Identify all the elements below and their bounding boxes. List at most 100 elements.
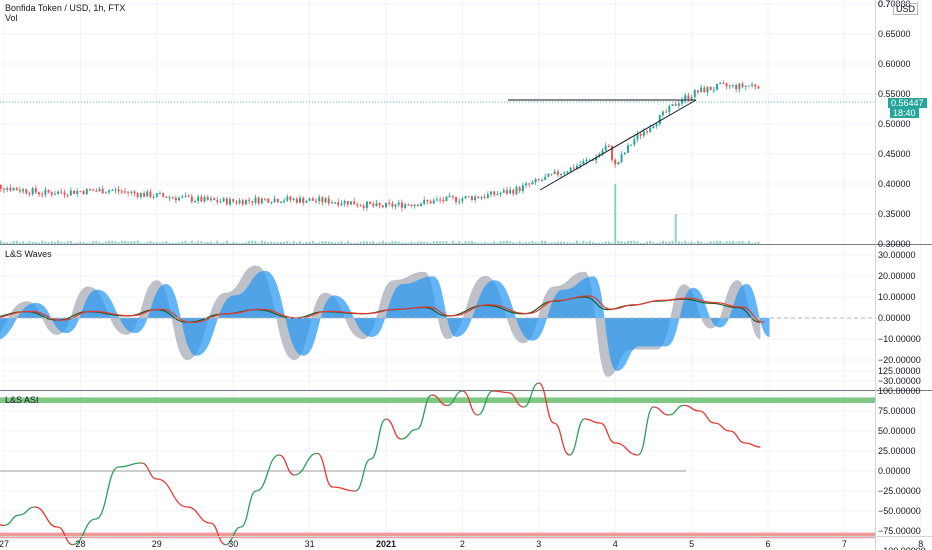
volume-bar	[731, 241, 734, 244]
candle-body	[31, 188, 34, 195]
volume-bar	[388, 242, 391, 244]
candle-body	[416, 204, 419, 207]
candle-body	[448, 196, 451, 198]
volume-bar	[111, 240, 114, 244]
price-pane[interactable]	[0, 80, 932, 245]
candle-body	[181, 196, 184, 198]
asi-line-segment	[653, 406, 669, 416]
candle-body	[334, 202, 337, 204]
time-tick-label: 30	[228, 539, 238, 549]
candle-body	[73, 190, 76, 194]
volume-bar	[66, 241, 69, 244]
asi-line-segment	[446, 390, 463, 407]
candle-body	[655, 124, 658, 127]
asi-line-segment	[416, 394, 433, 431]
candle-body	[235, 201, 238, 204]
volume-bar	[636, 241, 639, 244]
volume-bar	[63, 242, 66, 244]
candle-body	[92, 189, 95, 191]
time-tick-label: 6	[765, 539, 770, 549]
volume-bar	[728, 241, 731, 244]
volume-bar	[617, 240, 620, 244]
candle-body	[101, 188, 104, 194]
volume-bar	[420, 241, 423, 244]
volume-bar	[69, 240, 72, 244]
volume-bar	[302, 242, 305, 244]
candle-body	[251, 200, 254, 203]
volume-bar	[343, 242, 346, 244]
candle-body	[512, 189, 515, 194]
volume-bar	[709, 241, 712, 244]
asi-line-segment	[225, 526, 242, 546]
volume-bar	[365, 241, 368, 244]
asi-line-segment	[745, 442, 761, 448]
volume-bar	[407, 242, 410, 244]
volume-bar	[693, 242, 696, 244]
candle-body	[537, 179, 540, 181]
asi-line-segment	[477, 390, 494, 416]
candle-body	[531, 182, 534, 185]
volume-bar	[213, 242, 216, 244]
candle-body	[200, 196, 203, 202]
candle-body	[190, 196, 193, 202]
volume-bar	[467, 241, 470, 244]
volume-bar	[219, 242, 222, 244]
candle-body	[155, 193, 158, 197]
asi-line-segment	[332, 486, 356, 492]
candle-body	[85, 188, 88, 195]
candle-body	[518, 187, 521, 192]
candle-body	[601, 150, 604, 155]
candle-body	[493, 191, 496, 195]
candle-body	[410, 204, 413, 207]
candle-body	[747, 85, 750, 87]
volume-bar	[334, 242, 337, 244]
volume-bar	[38, 242, 41, 244]
volume-bar	[60, 241, 63, 244]
candle-body	[719, 83, 722, 85]
volume-bar	[149, 241, 152, 244]
candle-body	[378, 203, 381, 206]
volume-bar	[369, 242, 372, 244]
volume-bar	[646, 241, 649, 244]
candle-body	[127, 191, 130, 193]
asi-line-segment	[141, 462, 157, 480]
candle-body	[9, 188, 12, 191]
volume-bar	[722, 242, 725, 244]
candle-body	[451, 196, 454, 198]
waves-tick-label: −20.00000	[878, 355, 921, 365]
volume-bar	[633, 240, 636, 244]
candle-body	[754, 84, 757, 87]
volume-bar	[470, 240, 473, 244]
asi-tick-label: 0.00000	[878, 466, 911, 476]
candle-body	[623, 152, 626, 155]
volume-bar	[712, 241, 715, 244]
waves-title: L&S Waves	[5, 249, 52, 259]
asi-line-segment	[431, 394, 448, 407]
volume-bar	[607, 241, 610, 244]
volume-bar	[241, 242, 244, 244]
candle-body	[15, 188, 18, 191]
waves-pane[interactable]	[0, 265, 932, 391]
candle-body	[25, 189, 28, 194]
volume-bar	[741, 240, 744, 244]
asi-pane[interactable]	[0, 382, 875, 546]
volume-bar	[0, 240, 2, 244]
candle-body	[343, 200, 346, 204]
candle-body	[98, 188, 101, 191]
price-tick-label: 0.65000	[878, 29, 911, 39]
candle-body	[104, 192, 107, 194]
candle-body	[299, 197, 302, 203]
candle-body	[544, 176, 547, 180]
candle-body	[359, 205, 362, 207]
volume-bar	[248, 240, 251, 244]
candle-body	[521, 185, 524, 192]
volume-bar	[429, 242, 432, 244]
candle-body	[677, 103, 680, 106]
currency-button[interactable]: USD	[893, 3, 919, 15]
volume-bar	[515, 242, 518, 244]
asi-tick-label: −25.00000	[878, 486, 921, 496]
candle-body	[474, 196, 477, 201]
volume-bar	[286, 241, 289, 244]
price-tick-label: 0.7	[878, 0, 891, 9]
